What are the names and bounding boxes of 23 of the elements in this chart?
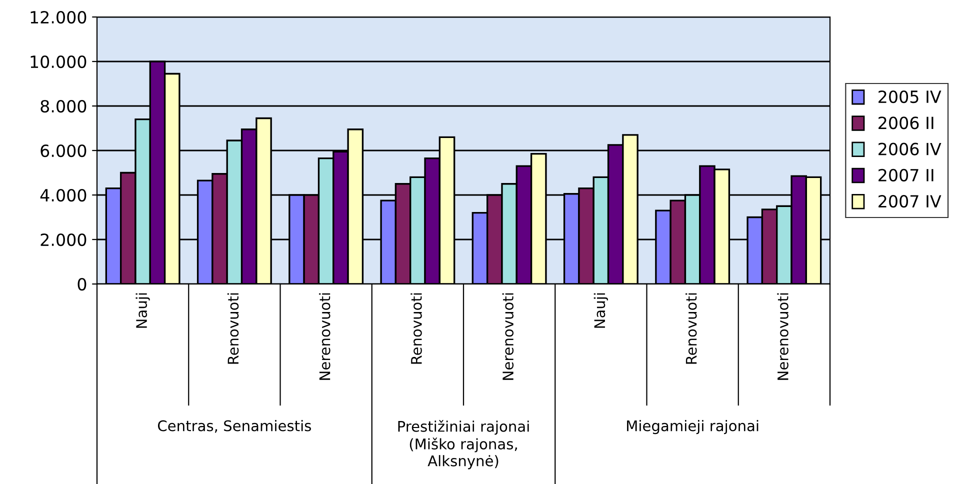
x-tick-label: Nauji <box>594 293 608 328</box>
x-tick-label: Renovuoti <box>410 293 422 364</box>
y-tick-label: 6.000 <box>40 144 86 158</box>
text: Centras, Senamiestis <box>158 420 311 433</box>
x-tick-label: Nauji <box>136 293 150 328</box>
x-tick-label: Nerenovuoti <box>777 293 788 380</box>
legend-label: 2006 II <box>878 116 934 130</box>
y-tick-label: 0 <box>78 278 86 291</box>
y-tick-label: 4.000 <box>40 188 86 202</box>
text: Prestižiniai rajonai (Miško rajonas, Alksnynė) <box>398 420 529 470</box>
x-tick-label: Nerenovuoti <box>319 293 330 380</box>
y-tick-label: 12.000 <box>30 10 86 24</box>
y-tick-label: 10.000 <box>30 55 86 68</box>
legend-label: 2007 II <box>878 168 934 182</box>
legend-label: 2006 IV <box>878 142 942 156</box>
y-tick-label: 2.000 <box>40 233 86 246</box>
x-tick-label: Renovuoti <box>227 293 239 364</box>
legend-label: 2007 IV <box>878 194 942 208</box>
x-tick-label: Renovuoti <box>686 293 697 364</box>
x-tick-label: Nerenovuoti <box>502 293 514 380</box>
text: Miegamieji rajonai <box>627 420 758 434</box>
y-tick-label: 8.000 <box>40 100 86 113</box>
legend-label: 2005 IV <box>878 90 942 104</box>
